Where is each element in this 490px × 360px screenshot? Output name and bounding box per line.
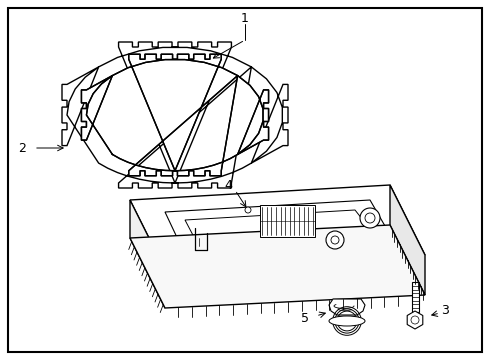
Text: 2: 2: [18, 141, 26, 154]
Text: 1: 1: [241, 12, 249, 24]
Circle shape: [360, 208, 380, 228]
Polygon shape: [81, 54, 269, 176]
Circle shape: [326, 231, 344, 249]
Polygon shape: [62, 42, 288, 188]
Polygon shape: [407, 311, 423, 329]
Circle shape: [331, 236, 339, 244]
Polygon shape: [390, 185, 425, 295]
Polygon shape: [329, 299, 365, 315]
Circle shape: [365, 213, 375, 223]
Polygon shape: [130, 225, 425, 308]
Polygon shape: [130, 200, 165, 308]
Polygon shape: [412, 282, 418, 312]
Polygon shape: [130, 185, 425, 270]
Ellipse shape: [329, 316, 365, 326]
Circle shape: [411, 316, 419, 324]
Polygon shape: [185, 210, 385, 258]
Text: 3: 3: [441, 303, 449, 316]
Polygon shape: [165, 200, 400, 265]
Text: 4: 4: [224, 179, 232, 192]
Text: 5: 5: [301, 311, 309, 324]
Circle shape: [245, 207, 251, 213]
Bar: [260, 205, 315, 237]
